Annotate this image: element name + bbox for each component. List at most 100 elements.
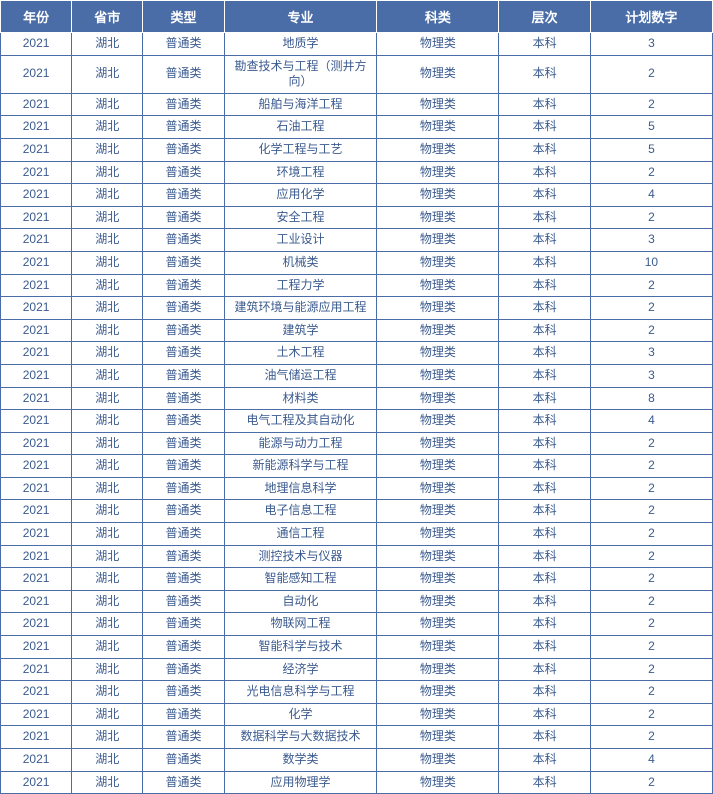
cell-major: 船舶与海洋工程: [224, 93, 377, 116]
cell-prov: 湖北: [72, 703, 143, 726]
cell-subj: 物理类: [377, 297, 499, 320]
cell-count: 5: [590, 116, 712, 139]
table-row: 2021湖北普通类地质学物理类本科3: [1, 33, 713, 56]
cell-subj: 物理类: [377, 274, 499, 297]
table-row: 2021湖北普通类数据科学与大数据技术物理类本科2: [1, 726, 713, 749]
cell-subj: 物理类: [377, 703, 499, 726]
cell-major: 电子信息工程: [224, 500, 377, 523]
table-header: 年份省市类型专业科类层次计划数字: [1, 1, 713, 33]
cell-count: 2: [590, 274, 712, 297]
cell-type: 普通类: [143, 93, 224, 116]
table-row: 2021湖北普通类化学工程与工艺物理类本科5: [1, 138, 713, 161]
cell-level: 本科: [499, 229, 591, 252]
cell-prov: 湖北: [72, 33, 143, 56]
cell-level: 本科: [499, 636, 591, 659]
cell-major: 经济学: [224, 658, 377, 681]
cell-major: 土木工程: [224, 342, 377, 365]
cell-count: 2: [590, 55, 712, 93]
cell-prov: 湖北: [72, 206, 143, 229]
cell-count: 4: [590, 184, 712, 207]
cell-count: 2: [590, 500, 712, 523]
cell-count: 4: [590, 749, 712, 772]
table-row: 2021湖北普通类建筑学物理类本科2: [1, 319, 713, 342]
cell-year: 2021: [1, 568, 72, 591]
cell-major: 勘查技术与工程（测井方向）: [224, 55, 377, 93]
table-row: 2021湖北普通类自动化物理类本科2: [1, 590, 713, 613]
cell-subj: 物理类: [377, 681, 499, 704]
cell-year: 2021: [1, 477, 72, 500]
cell-subj: 物理类: [377, 500, 499, 523]
cell-major: 电气工程及其自动化: [224, 410, 377, 433]
cell-count: 2: [590, 568, 712, 591]
cell-count: 4: [590, 410, 712, 433]
cell-level: 本科: [499, 342, 591, 365]
table-row: 2021湖北普通类化学物理类本科2: [1, 703, 713, 726]
cell-year: 2021: [1, 364, 72, 387]
cell-year: 2021: [1, 613, 72, 636]
cell-prov: 湖北: [72, 410, 143, 433]
cell-prov: 湖北: [72, 771, 143, 794]
cell-count: 2: [590, 523, 712, 546]
table-row: 2021湖北普通类土木工程物理类本科3: [1, 342, 713, 365]
cell-major: 应用化学: [224, 184, 377, 207]
cell-type: 普通类: [143, 319, 224, 342]
cell-count: 10: [590, 251, 712, 274]
cell-type: 普通类: [143, 206, 224, 229]
cell-year: 2021: [1, 319, 72, 342]
header-major: 专业: [224, 1, 377, 33]
cell-prov: 湖北: [72, 568, 143, 591]
cell-count: 2: [590, 703, 712, 726]
cell-type: 普通类: [143, 387, 224, 410]
cell-level: 本科: [499, 410, 591, 433]
table-row: 2021湖北普通类材料类物理类本科8: [1, 387, 713, 410]
cell-type: 普通类: [143, 342, 224, 365]
cell-prov: 湖北: [72, 477, 143, 500]
cell-year: 2021: [1, 116, 72, 139]
cell-subj: 物理类: [377, 229, 499, 252]
cell-level: 本科: [499, 387, 591, 410]
cell-major: 光电信息科学与工程: [224, 681, 377, 704]
cell-year: 2021: [1, 703, 72, 726]
cell-major: 应用物理学: [224, 771, 377, 794]
cell-count: 2: [590, 681, 712, 704]
cell-major: 建筑学: [224, 319, 377, 342]
cell-subj: 物理类: [377, 55, 499, 93]
cell-level: 本科: [499, 568, 591, 591]
cell-major: 化学工程与工艺: [224, 138, 377, 161]
cell-year: 2021: [1, 33, 72, 56]
table-row: 2021湖北普通类机械类物理类本科10: [1, 251, 713, 274]
table-row: 2021湖北普通类光电信息科学与工程物理类本科2: [1, 681, 713, 704]
table-row: 2021湖北普通类建筑环境与能源应用工程物理类本科2: [1, 297, 713, 320]
table-row: 2021湖北普通类能源与动力工程物理类本科2: [1, 432, 713, 455]
cell-major: 物联网工程: [224, 613, 377, 636]
cell-year: 2021: [1, 138, 72, 161]
cell-type: 普通类: [143, 681, 224, 704]
cell-subj: 物理类: [377, 410, 499, 433]
cell-subj: 物理类: [377, 184, 499, 207]
cell-year: 2021: [1, 184, 72, 207]
cell-subj: 物理类: [377, 455, 499, 478]
cell-year: 2021: [1, 658, 72, 681]
cell-count: 3: [590, 364, 712, 387]
cell-type: 普通类: [143, 703, 224, 726]
table-row: 2021湖北普通类应用物理学物理类本科2: [1, 771, 713, 794]
cell-level: 本科: [499, 116, 591, 139]
cell-level: 本科: [499, 455, 591, 478]
cell-year: 2021: [1, 410, 72, 433]
cell-subj: 物理类: [377, 364, 499, 387]
cell-type: 普通类: [143, 545, 224, 568]
cell-level: 本科: [499, 658, 591, 681]
cell-year: 2021: [1, 229, 72, 252]
cell-subj: 物理类: [377, 545, 499, 568]
cell-type: 普通类: [143, 500, 224, 523]
cell-level: 本科: [499, 545, 591, 568]
cell-subj: 物理类: [377, 749, 499, 772]
cell-prov: 湖北: [72, 658, 143, 681]
cell-year: 2021: [1, 387, 72, 410]
cell-prov: 湖北: [72, 297, 143, 320]
cell-level: 本科: [499, 771, 591, 794]
cell-level: 本科: [499, 274, 591, 297]
cell-prov: 湖北: [72, 387, 143, 410]
cell-level: 本科: [499, 55, 591, 93]
cell-prov: 湖北: [72, 545, 143, 568]
